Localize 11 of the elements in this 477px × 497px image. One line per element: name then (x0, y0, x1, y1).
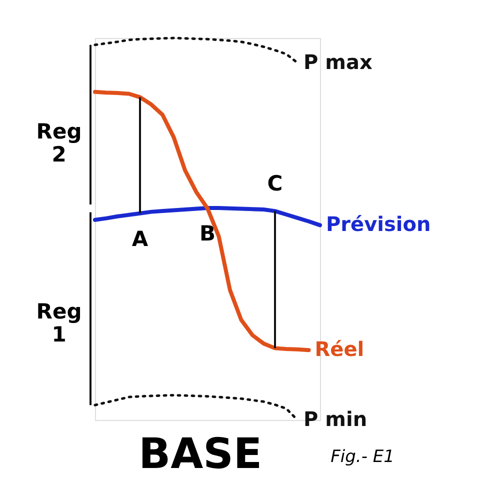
annotation: C (267, 171, 283, 196)
text: Reg 2 (36, 119, 82, 166)
series-label: Réel (314, 337, 364, 362)
text: Fig.- E1 (330, 447, 394, 467)
series-label: P min (304, 407, 368, 431)
series-label: Prévision (326, 212, 431, 236)
annotation: A (132, 227, 149, 252)
series-label: P max (304, 50, 372, 74)
text: BASE (138, 429, 262, 478)
annotation: B (199, 222, 216, 246)
text: Reg 1 (36, 299, 82, 346)
